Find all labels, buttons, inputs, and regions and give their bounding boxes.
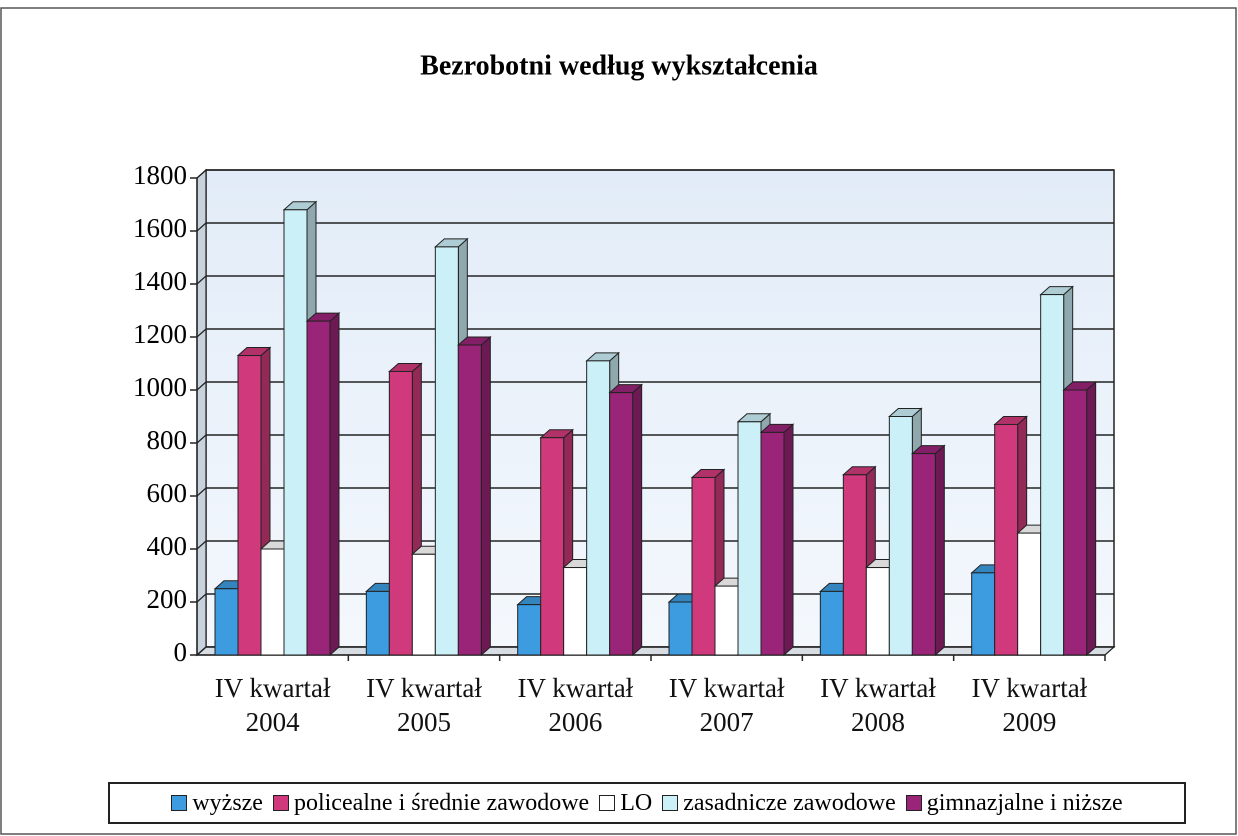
bar — [760, 431, 785, 656]
bar — [691, 476, 716, 656]
legend-label: wyższe — [192, 789, 263, 816]
x-tick-label: IV kwartał 2005 — [366, 673, 482, 737]
legend-swatch — [662, 795, 679, 811]
x-tick-label: IV kwartał 2006 — [517, 673, 634, 737]
legend-label: policealne i średnie zawodowe — [293, 789, 590, 816]
bar-side — [783, 423, 794, 657]
bar — [1063, 389, 1088, 656]
y-tick-label: 600 — [147, 478, 188, 508]
bar — [1040, 294, 1065, 656]
y-tick-label: 1600 — [133, 213, 187, 243]
y-tick-label: 1400 — [133, 266, 187, 296]
x-tick-label: IV kwartał 2007 — [668, 673, 785, 737]
bar — [214, 588, 239, 656]
grid-line-side — [196, 222, 207, 232]
legend-swatch — [272, 795, 289, 811]
bar — [1017, 532, 1042, 656]
bar-side — [480, 335, 491, 657]
frame — [0, 7, 1237, 835]
bar — [388, 370, 413, 656]
bar — [842, 474, 867, 656]
legend-label: zasadnicze zawodowe — [683, 789, 896, 816]
legend-item: gimnazjalne i niższe — [905, 789, 1123, 817]
grid-line-side — [196, 275, 207, 285]
side-wall — [196, 168, 207, 657]
bar-side — [934, 444, 945, 657]
legend-item: policealne i średnie zawodowe — [272, 789, 590, 817]
bar-side — [1086, 380, 1097, 657]
grid-line-side — [196, 169, 207, 179]
bar — [994, 423, 1019, 656]
bar — [737, 421, 762, 656]
bar — [540, 437, 565, 656]
grid-line-side — [196, 540, 207, 550]
bar — [586, 360, 611, 656]
bar — [517, 604, 542, 656]
grid-line-side — [196, 434, 207, 444]
bar — [260, 548, 285, 656]
bar-side — [329, 311, 340, 657]
chart-title: Bezrobotni według wykształcenia — [420, 50, 818, 81]
grid-line-side — [196, 593, 207, 603]
grid-line-side — [196, 487, 207, 497]
bar — [819, 590, 844, 656]
legend-item: LO — [599, 790, 652, 817]
y-tick-label: 400 — [147, 531, 188, 561]
x-tick-label: IV kwartał 2008 — [820, 673, 936, 737]
y-tick-label: 1000 — [133, 372, 187, 402]
bar — [237, 355, 262, 656]
bar — [609, 392, 634, 656]
legend-label: gimnazjalne i niższe — [926, 789, 1123, 816]
grid-line-side — [196, 381, 207, 391]
bar — [971, 572, 996, 656]
legend-label: LO — [620, 789, 653, 816]
bar — [714, 585, 739, 656]
grid-line-side — [196, 328, 207, 338]
legend-swatch — [599, 795, 616, 811]
legend-item: wyższe — [171, 790, 263, 817]
y-tick-label: 0 — [174, 637, 188, 667]
bar — [365, 590, 390, 656]
back-wall — [205, 169, 1115, 648]
legend: wyższe policealne i średnie zawodowe LO zas… — [108, 782, 1186, 824]
y-tick-label: 1200 — [133, 319, 187, 349]
x-tick-label: IV kwartał 2004 — [214, 673, 331, 737]
bar — [283, 209, 308, 656]
bar — [457, 344, 482, 656]
y-tick-label: 800 — [147, 425, 188, 455]
bar — [888, 416, 913, 656]
legend-item: zasadnicze zawodowe — [662, 790, 896, 817]
bar — [865, 567, 890, 656]
y-tick-label: 1800 — [133, 160, 187, 190]
bar — [306, 320, 331, 656]
bar — [434, 246, 459, 656]
bar — [911, 453, 936, 656]
y-tick-label: 200 — [147, 584, 188, 614]
legend-swatch — [171, 795, 188, 811]
grid-line-side — [196, 646, 207, 656]
bar — [563, 567, 588, 656]
bar-side — [632, 383, 643, 657]
bar — [668, 601, 693, 656]
legend-swatch — [905, 795, 922, 811]
x-tick-label: IV kwartał 2009 — [971, 673, 1088, 737]
bar — [411, 553, 436, 656]
